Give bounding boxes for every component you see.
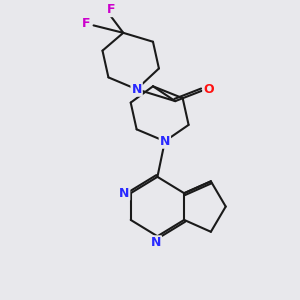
Text: F: F [82, 17, 90, 30]
Text: N: N [151, 236, 161, 249]
Text: F: F [107, 3, 116, 16]
Text: N: N [131, 83, 142, 96]
Text: N: N [119, 187, 129, 200]
Text: N: N [160, 135, 170, 148]
Text: O: O [203, 83, 214, 96]
